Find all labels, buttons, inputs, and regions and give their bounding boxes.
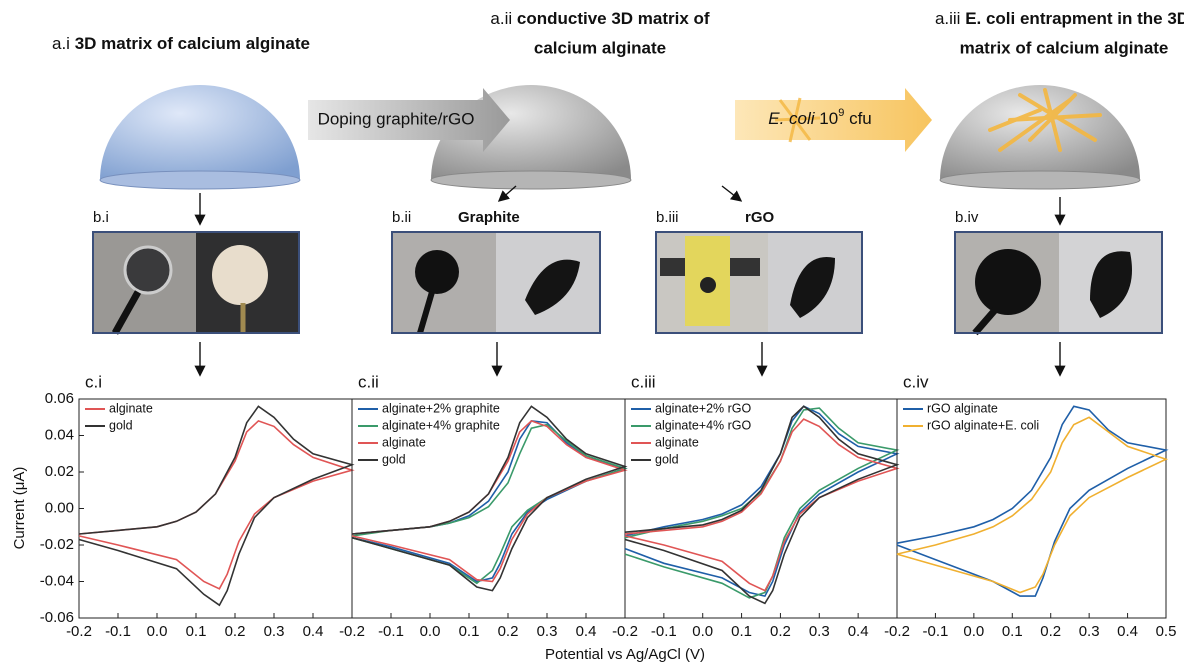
panel-title-text: matrix of calcium alginate xyxy=(960,38,1169,57)
x-tick-label: 0.4 xyxy=(303,623,324,640)
legend-label: gold xyxy=(655,452,679,466)
panel-title: Graphite xyxy=(458,209,520,226)
x-tick-label: -0.1 xyxy=(378,623,404,640)
photo xyxy=(656,232,862,333)
legend-label: alginate xyxy=(109,401,153,415)
panel-label: c.iii xyxy=(631,372,656,391)
panel-title: a.ii conductive 3D matrix of xyxy=(490,9,710,28)
cv-curve xyxy=(897,406,1166,596)
x-tick-label: 0.3 xyxy=(264,623,285,640)
x-tick-label: 0.4 xyxy=(848,623,869,640)
y-axis-label: Current (μA) xyxy=(11,467,28,550)
dome xyxy=(100,85,300,189)
legend-label: rGO alginate+E. coli xyxy=(927,418,1039,432)
x-tick-label: 0.0 xyxy=(420,623,441,640)
x-tick-label: 0.2 xyxy=(225,623,246,640)
cv-curve xyxy=(79,406,352,605)
dome xyxy=(940,85,1140,189)
arrow-label: E. coli 109 cfu xyxy=(768,107,872,129)
x-tick-label: 0.0 xyxy=(963,623,984,640)
panel-title-text: E. coli entrapment in the 3D xyxy=(965,9,1184,28)
arrow-label: Doping graphite/rGO xyxy=(318,109,475,128)
legend-label: rGO alginate xyxy=(927,401,998,415)
legend-label: alginate xyxy=(382,435,426,449)
cv-curve xyxy=(79,421,352,589)
panel-title: a.iii E. coli entrapment in the 3D xyxy=(935,9,1184,28)
legend-label: alginate xyxy=(655,435,699,449)
x-tick-label: 0.4 xyxy=(576,623,597,640)
legend-label: alginate+4% graphite xyxy=(382,418,500,432)
x-tick-label: -0.1 xyxy=(651,623,677,640)
panel-title: a.i 3D matrix of calcium alginate xyxy=(52,34,310,53)
x-tick-label: 0.1 xyxy=(731,623,752,640)
photo xyxy=(93,232,299,333)
cv-curve xyxy=(897,417,1166,592)
x-tick-label: 0.2 xyxy=(770,623,791,640)
x-tick-label: -0.2 xyxy=(339,623,365,640)
y-tick-label: 0.02 xyxy=(45,463,74,480)
y-tick-label: 0.06 xyxy=(45,390,74,407)
panel-title-text: conductive 3D matrix of xyxy=(517,9,710,28)
y-tick-label: -0.04 xyxy=(40,572,74,589)
panel-label: c.iv xyxy=(903,372,929,391)
legend-label: alginate+2% rGO xyxy=(655,401,752,415)
panel-title-text: calcium alginate xyxy=(534,38,666,57)
y-tick-label: 0.00 xyxy=(45,499,74,516)
y-tick-label: 0.04 xyxy=(45,426,74,443)
legend-label: gold xyxy=(382,452,406,466)
figure: a.i 3D matrix of calcium alginate a.ii c… xyxy=(0,0,1184,665)
x-tick-label: -0.2 xyxy=(884,623,910,640)
panel-label: c.ii xyxy=(358,372,379,391)
x-tick-label: 0.1 xyxy=(1002,623,1023,640)
x-tick-label: 0.3 xyxy=(809,623,830,640)
x-tick-label: -0.2 xyxy=(612,623,638,640)
x-tick-label: -0.1 xyxy=(922,623,948,640)
panel-label: c.i xyxy=(85,372,102,391)
x-tick-label: 0.0 xyxy=(147,623,168,640)
x-tick-label: -0.1 xyxy=(105,623,131,640)
panel-label: b.iv xyxy=(955,209,979,226)
x-tick-label: 0.5 xyxy=(1156,623,1177,640)
species: E. coli xyxy=(768,109,816,128)
panel-title: rGO xyxy=(745,209,775,226)
legend-label: gold xyxy=(109,418,133,432)
panel-label: b.iii xyxy=(656,209,679,226)
panel-title-text: 3D matrix of calcium alginate xyxy=(75,34,310,53)
x-tick-label: 0.1 xyxy=(459,623,480,640)
cv-curve xyxy=(352,406,625,590)
x-tick-label: 0.2 xyxy=(498,623,519,640)
connector-arrows xyxy=(200,186,1060,374)
photo xyxy=(392,232,600,333)
legend-label: alginate+2% graphite xyxy=(382,401,500,415)
panel-label: a.ii xyxy=(490,9,512,28)
x-tick-label: 0.2 xyxy=(1040,623,1061,640)
x-tick-label: 0.1 xyxy=(186,623,207,640)
x-axis-label: Potential vs Ag/AgCl (V) xyxy=(545,646,705,663)
photo xyxy=(955,232,1162,333)
process-arrow: E. coli 109 cfu xyxy=(735,88,932,152)
y-tick-label: -0.06 xyxy=(40,609,74,626)
x-tick-label: 0.3 xyxy=(1079,623,1100,640)
panel-label: a.iii xyxy=(935,9,961,28)
panel-label: a.i xyxy=(52,34,70,53)
y-tick-label: -0.02 xyxy=(40,536,74,553)
legend-label: alginate+4% rGO xyxy=(655,418,752,432)
count: 10 xyxy=(819,109,838,128)
x-tick-label: 0.3 xyxy=(537,623,558,640)
panel-label: b.ii xyxy=(392,209,411,226)
unit: cfu xyxy=(849,109,872,128)
x-tick-label: 0.4 xyxy=(1117,623,1138,640)
x-tick-label: 0.0 xyxy=(692,623,713,640)
panel-label: b.i xyxy=(93,209,109,226)
